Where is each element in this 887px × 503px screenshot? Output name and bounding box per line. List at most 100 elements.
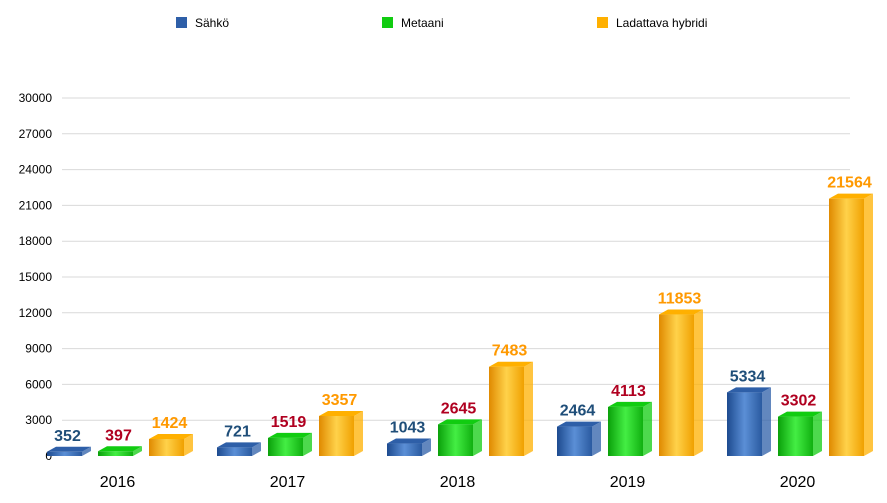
bar-side [473,419,482,456]
bar-front [387,443,422,456]
data-label: 3302 [781,393,817,410]
y-tick-label: 3000 [25,413,52,427]
bar-top [829,193,873,199]
bar [829,193,873,456]
bar-front [608,406,643,456]
bar-top [149,434,193,440]
bar-front [659,314,694,456]
legend-swatch [382,17,393,28]
bar [489,361,533,456]
bar [557,421,601,456]
bar-top [659,309,703,315]
data-label: 11853 [658,291,702,308]
grid [62,97,850,421]
bar-top [217,442,261,448]
bar [659,309,703,456]
bar-side [303,432,312,456]
x-axis: 2016 2017 2018 2019 2020 [100,474,816,491]
data-label: 7483 [492,343,528,360]
bar-side [354,410,363,456]
bar [727,387,771,456]
bar [98,446,142,456]
bar-top [727,387,771,393]
y-tick-label: 27000 [19,127,53,141]
bar-front [557,426,592,456]
bar-front [829,198,864,456]
y-tick-label: 24000 [19,163,53,177]
bar-side [643,401,652,456]
bar-front [268,437,303,456]
bar-top [319,410,363,416]
bars [47,193,873,456]
data-labels: 352 397 1424 721 1519 3357 1043 2645 7483 2464 411… [54,175,872,445]
bar-top [47,446,91,452]
y-tick-label: 6000 [25,377,52,391]
bar [47,446,91,456]
data-label: 721 [224,423,251,440]
data-label: 2645 [441,400,477,417]
y-tick-label: 30000 [19,91,53,105]
bar-front [217,447,252,456]
x-tick-label: 2016 [100,474,136,491]
bar-front [149,439,184,456]
bar [268,432,312,456]
bar [149,434,193,456]
legend-label: Sähkö [195,16,229,30]
bar-side [592,421,601,456]
bar-side [184,434,193,456]
bar-front [98,451,133,456]
bar-side [813,411,822,456]
bar-front [778,416,813,456]
bar-top [268,432,312,438]
bar-side [422,438,431,456]
x-tick-label: 2017 [270,474,306,491]
bar-top [438,419,482,425]
bar-side [762,387,771,456]
data-label: 1519 [271,414,307,431]
y-tick-label: 15000 [19,270,53,284]
x-tick-label: 2020 [780,474,816,491]
data-label: 352 [54,428,81,445]
y-axis: 0300060009000120001500018000210002400027… [19,91,53,463]
data-label: 3357 [322,392,358,409]
bar-front [47,451,82,456]
bar [319,410,363,456]
bar [778,411,822,456]
data-label: 2464 [560,403,596,420]
bar-top [608,401,652,407]
legend-label: Ladattava hybridi [616,16,707,30]
y-tick-label: 21000 [19,198,53,212]
y-tick-label: 18000 [19,234,53,248]
bar-front [319,415,354,456]
legend-swatch [176,17,187,28]
data-label: 4113 [611,383,646,400]
bar-side [82,446,91,456]
bar [608,401,652,456]
bar-front [727,392,762,456]
x-tick-label: 2018 [440,474,476,491]
bar-front [438,424,473,456]
data-label: 397 [105,427,132,444]
bar-side [694,309,703,456]
data-label: 1424 [152,415,188,432]
bar-top [387,438,431,444]
x-tick-label: 2019 [610,474,646,491]
bar [387,438,431,456]
bar-top [98,446,142,452]
legend-swatch [597,17,608,28]
bar-side [133,446,142,456]
bar-side [524,361,533,456]
bar-top [778,411,822,417]
bar-top [489,361,533,367]
data-label: 21564 [827,175,872,192]
y-tick-label: 9000 [25,342,52,356]
bar [438,419,482,456]
bar-top [557,421,601,427]
legend-label: Metaani [401,16,444,30]
data-label: 1043 [390,420,426,437]
y-tick-label: 12000 [19,306,53,320]
bar-side [864,193,873,456]
data-label: 5334 [730,368,766,385]
bar-front [489,366,524,456]
